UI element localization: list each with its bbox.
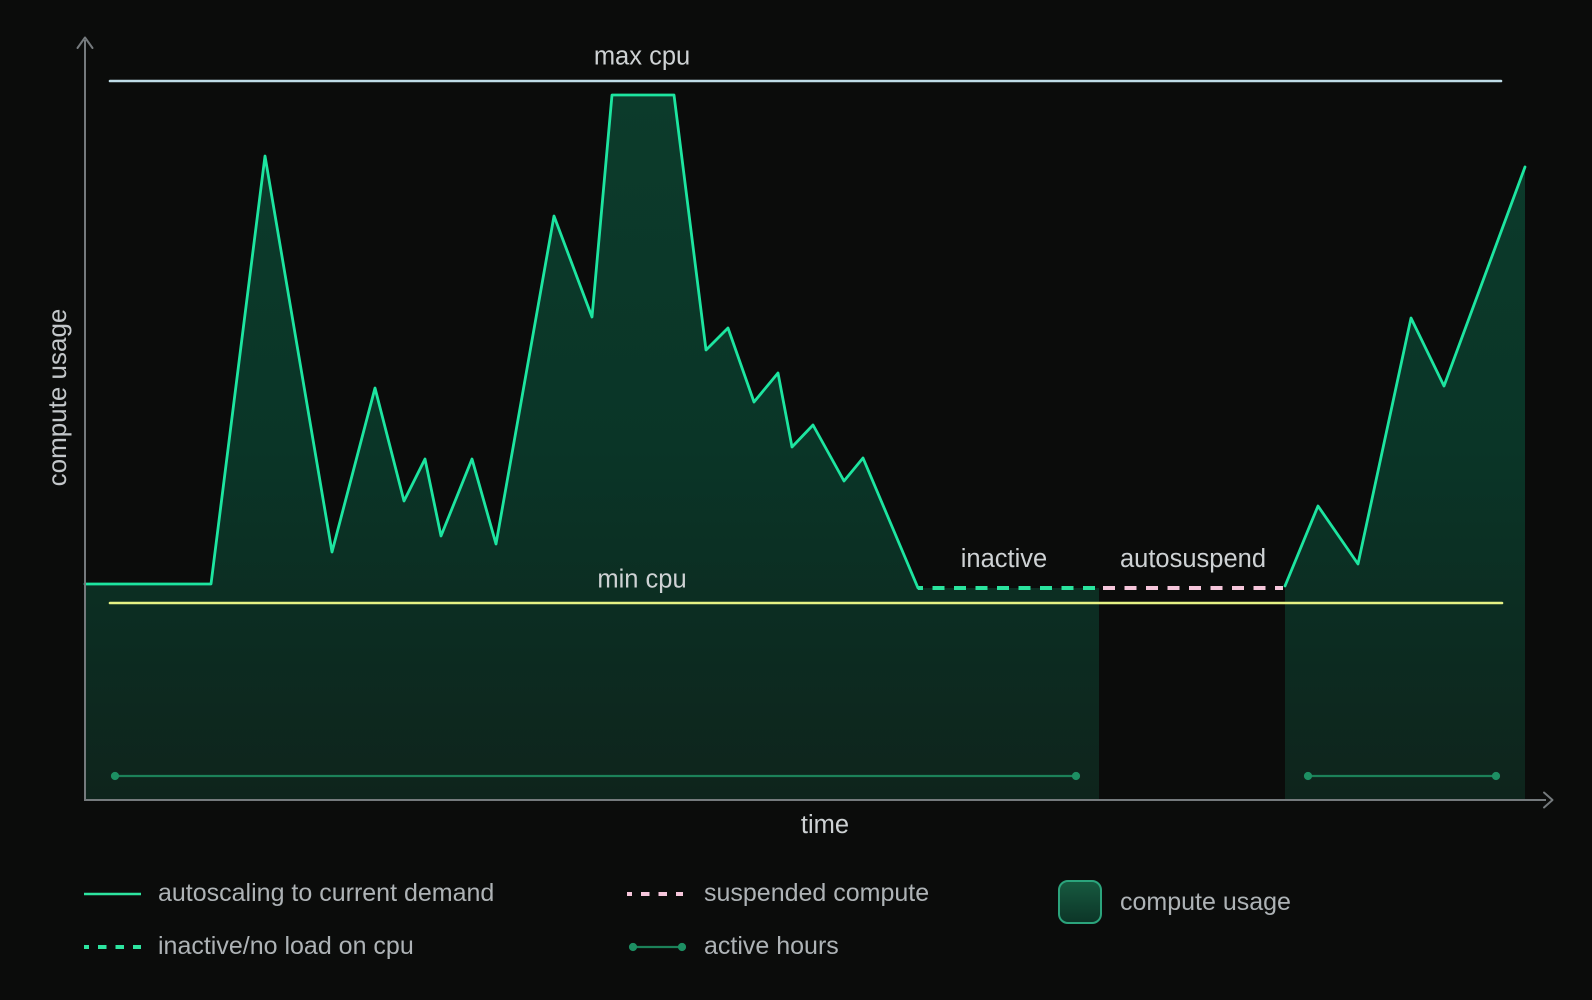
svg-text:max cpu: max cpu <box>594 43 690 71</box>
svg-text:compute usage: compute usage <box>42 309 72 487</box>
svg-text:inactive: inactive <box>961 545 1047 573</box>
svg-text:autosuspend: autosuspend <box>1120 545 1266 573</box>
svg-text:compute usage: compute usage <box>1120 888 1291 916</box>
svg-text:min cpu: min cpu <box>597 566 686 594</box>
svg-text:autoscaling to current demand: autoscaling to current demand <box>158 879 494 907</box>
svg-text:suspended compute: suspended compute <box>704 879 929 907</box>
svg-text:active hours: active hours <box>704 932 839 960</box>
svg-text:time: time <box>801 811 849 839</box>
svg-text:inactive/no load on cpu: inactive/no load on cpu <box>158 932 414 960</box>
